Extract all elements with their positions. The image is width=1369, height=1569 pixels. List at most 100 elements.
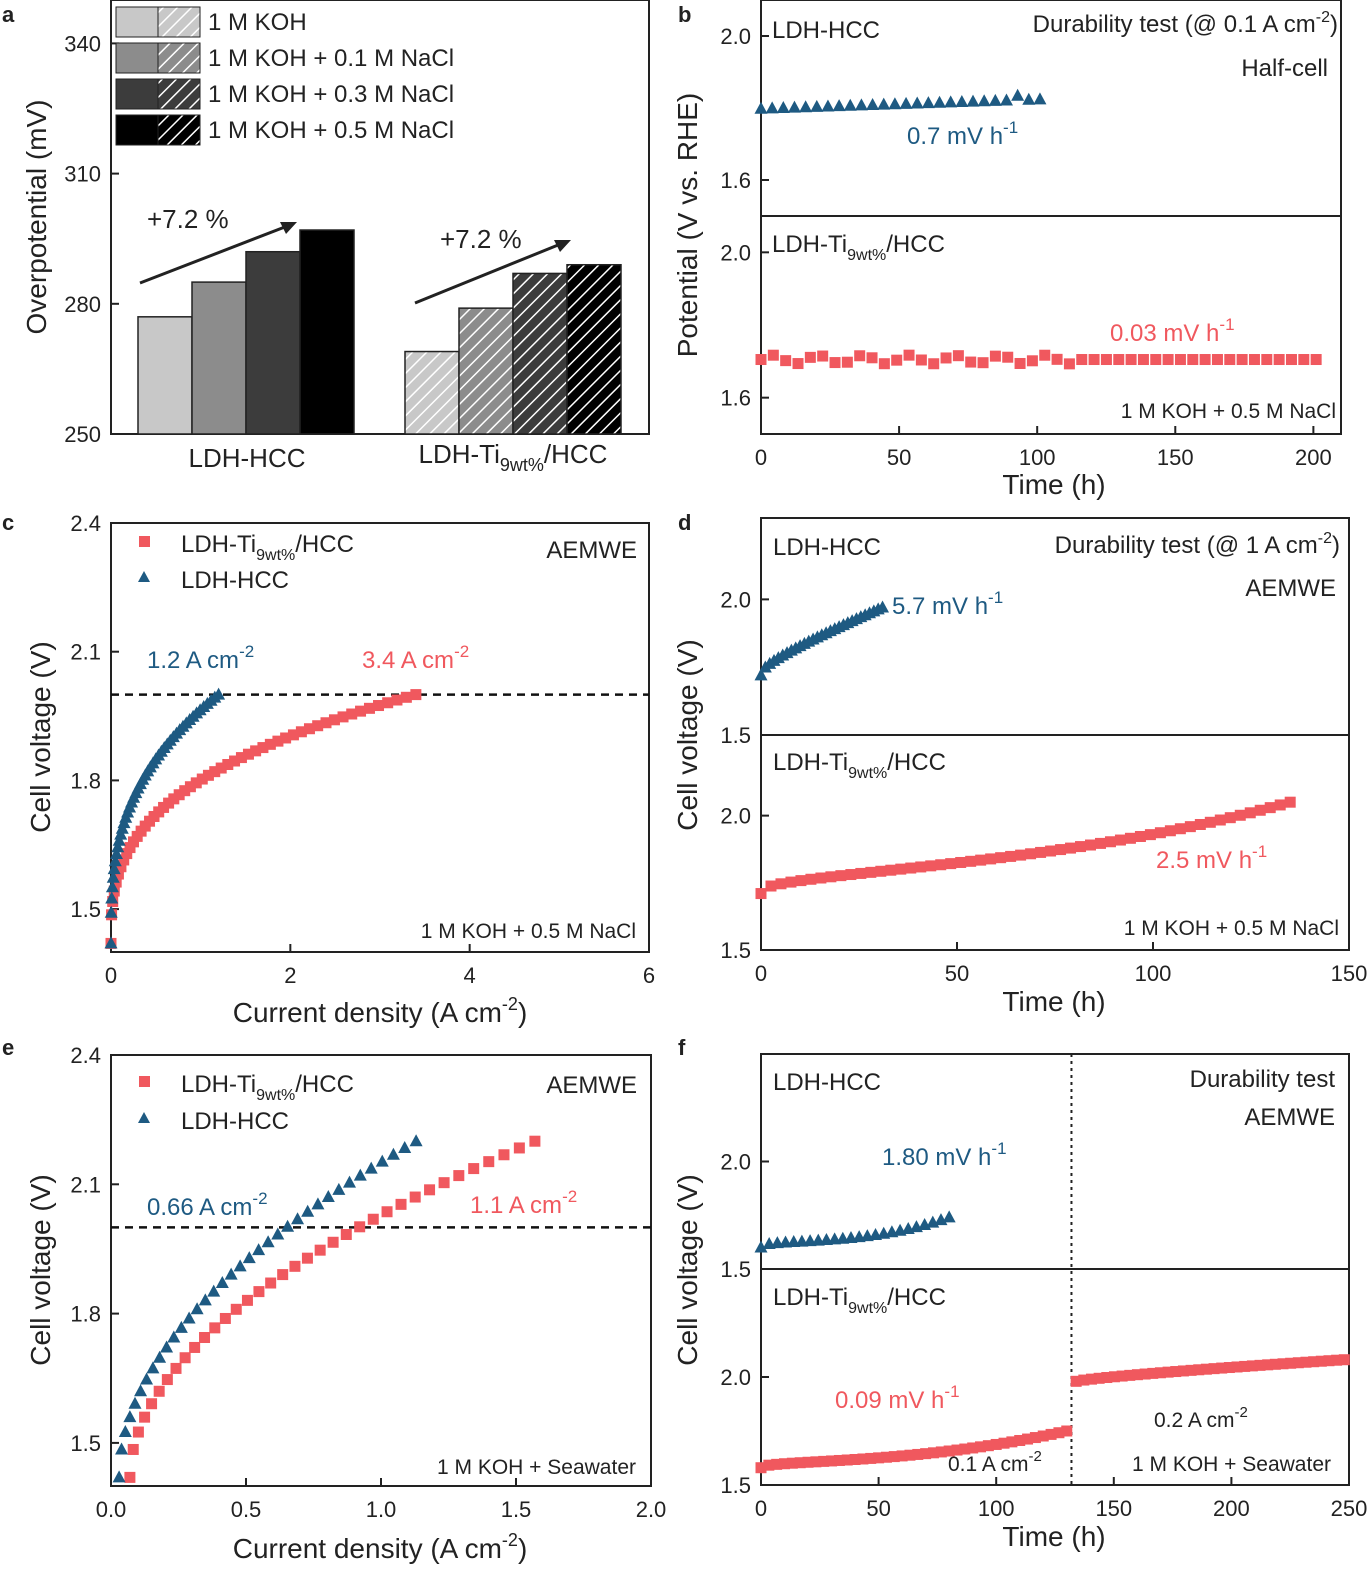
panel-d-point-ldh-ti [845,869,857,881]
panel-c-ticks: 0 2 4 6 1.5 1.8 2.1 2.4 [70,511,655,988]
panel-f-point-ldh-ti-low [1037,1430,1049,1442]
panel-f-point-ldh-ti-low [865,1452,877,1464]
panel-d-point-ldh-ti [1274,799,1286,811]
panel-e-point-ldh-hcc [375,1154,389,1167]
panel-f-point-ldh-ti-low [935,1446,947,1458]
panel-e-point-ldh-hcc [332,1182,346,1195]
panel-e-point-ldh-ti [199,1332,211,1344]
panel-d-point-ldh-ti [1234,809,1246,821]
panel-f-point-ldh-hcc [942,1210,956,1223]
panel-b-point-ldh-ti [989,350,1001,362]
panel-b-point-ldh-ti [977,357,989,369]
panel-b-point-ldh-hcc [888,97,902,110]
panel-b-xtick-label: 50 [887,445,911,470]
panel-e-ytick-label: 1.8 [70,1302,101,1327]
panel-c-xtick-label: 2 [284,963,296,988]
panel-b-point-ldh-ti [1088,354,1100,366]
panel-d-point-ldh-ti [855,867,867,879]
panel-a-legend-label: 1 M KOH [208,9,307,36]
panel-b-point-ldh-hcc [810,99,824,112]
panel-e-point-ldh-hcc [123,1410,137,1423]
panel-e-point-ldh-ti [483,1156,495,1168]
panel-e-point-ldh-hcc [311,1197,325,1210]
panel-b-point-ldh-hcc [799,100,813,113]
panel-c-legend-2: LDH-HCC [181,567,289,594]
panel-f-point-ldh-ti-low [967,1442,979,1454]
panel-b-point-ldh-ti [1211,354,1223,366]
panel-f-point-ldh-ti-low [998,1437,1010,1449]
panel-d-xtick-label: 0 [755,961,767,986]
panel-d-rate-top: 5.7 mV h-1 [892,588,1003,620]
panel-c-ytick-label: 1.8 [70,768,101,793]
panel-f-point-ldh-ti-low [1029,1432,1041,1444]
panel-e-point-ldh-hcc [153,1350,167,1363]
panel-c-legend-triangle [138,571,150,582]
panel-c-label-blue: 1.2 A cm-2 [147,642,254,674]
panel-b-point-ldh-hcc [966,94,980,107]
panel-f-point-ldh-ti-low [1022,1433,1034,1445]
panel-f-xtick-label: 100 [978,1496,1015,1521]
panel-e-ytick-label: 1.5 [70,1431,101,1456]
panel-c-point-ldh-ti [257,742,269,754]
panel-a-legend-swatch-hatched [157,78,201,110]
panel-f-ticks: 0 50 100 150 200 250 1.5 2.0 1.5 2.0 [720,1150,1367,1522]
panel-d-point-ldh-ti [1045,845,1057,857]
panel-d-point-ldh-ti [795,875,807,887]
panel-b-point-ldh-hcc [899,96,913,109]
panel-c-point-ldh-ti [209,766,221,778]
panel-d-point-ldh-ti [805,873,817,885]
panel-d-point-ldh-ti [825,871,837,883]
panel-c-point-ldh-ti [235,752,247,764]
panel-c-point-ldh-ti [287,729,299,741]
panel-f-xtick-label: 0 [755,1496,767,1521]
panel-f-bottom-ytick-label: 2.0 [720,1365,751,1390]
panel-e-point-ldh-ti [354,1221,366,1233]
panel-d-mode: AEMWE [1245,575,1336,602]
panel-f-top-ytick-label: 1.5 [720,1257,751,1282]
panel-b-point-ldh-ti [1248,354,1260,366]
panel-e-point-ldh-ti [127,1443,139,1455]
panel-e-point-ldh-ti [468,1163,480,1175]
panel-a-increase-1: +7.2 % [147,204,229,234]
panel-d-label: d [678,510,691,535]
panel-e-point-ldh-hcc [160,1340,174,1353]
panel-c-point-ldh-ti [250,745,262,757]
panel-b-halfcell: Half-cell [1241,55,1328,82]
panel-f-xlabel: Time (h) [1002,1521,1105,1552]
panel-a-legend-swatch-hatched [157,42,201,74]
panel-c-point-ldh-ti [115,861,127,873]
panel-f-point-ldh-ti-low [771,1458,783,1470]
panel-f-rate-top: 1.80 mV h-1 [882,1139,1007,1171]
panel-d-ticks: 0 50 100 150 1.5 2.0 1.5 2.0 [720,587,1367,986]
panel-a-bar [137,316,193,435]
panel-e-point-ldh-hcc [174,1320,188,1333]
panel-f-bottom-ytick-label: 1.5 [720,1473,751,1498]
panel-d-point-ldh-ti [765,880,777,892]
panel-a-bar [299,229,355,435]
panel-b-point-ldh-ti [1039,349,1051,361]
panel-a-ytick-label: 310 [64,162,101,187]
panel-f-point-ldh-ti-high [1078,1374,1090,1386]
panel-d-point-ldh-ti [945,858,957,870]
panel-b-point-ldh-ti [1199,354,1211,366]
panel-f-ylabel: Cell voltage (V) [672,1174,703,1365]
panel-b-point-ldh-hcc [977,94,991,107]
panel-c-ytick-label: 2.4 [70,511,101,536]
panel-d-point-ldh-ti [875,865,887,877]
panel-d-point-ldh-ti [1174,823,1186,835]
panel-e-point-ldh-ti [241,1294,253,1306]
panel-f-rate-bottom: 0.09 mV h-1 [835,1382,960,1414]
panel-f-point-ldh-ti-high [1315,1355,1327,1367]
panel-a-cat-2: LDH-Ti9wt%/HCC [419,439,608,475]
panel-c-frame [110,522,650,953]
panel-d-bottom-ytick-label: 1.5 [720,938,751,963]
panel-d-durability: Durability test (@ 1 A cm-2) [1055,530,1340,559]
panel-b-point-ldh-hcc [765,101,779,114]
panel-b-xtick-label: 150 [1157,445,1194,470]
panel-e-xtick-label: 2.0 [636,1497,667,1522]
panel-e-point-ldh-ti [146,1398,158,1410]
panel-f-point-ldh-ti-high [1124,1369,1136,1381]
panel-d-point-ldh-ti [785,876,797,888]
panel-f-point-ldh-ti-low [1045,1428,1057,1440]
panel-e-xtick-label: 0.5 [231,1497,262,1522]
